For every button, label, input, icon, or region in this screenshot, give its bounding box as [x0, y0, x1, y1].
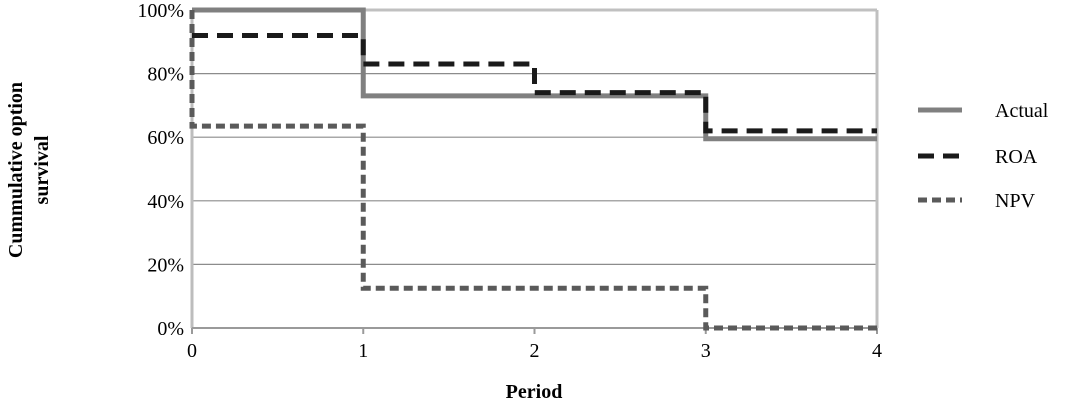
y-tick-label-2: 40%	[147, 191, 184, 213]
series-line-actual	[192, 7, 877, 142]
x-tick-label-4: 4	[872, 340, 882, 362]
x-tick-label-3: 3	[701, 340, 711, 362]
y-axis-title-line-1: Cummulative option	[5, 82, 27, 258]
y-tick-label-1: 20%	[147, 254, 184, 276]
series-line-roa	[192, 32, 877, 134]
y-tick-label-5: 100%	[137, 0, 184, 22]
tick-layer: 0% 20% 40% 60% 80% 100% 0 1 2 3 4	[137, 0, 882, 362]
series-layer	[189, 7, 877, 331]
legend-label-npv: NPV	[995, 190, 1036, 212]
y-tick-label-4: 80%	[147, 64, 184, 86]
axis-layer	[190, 8, 879, 334]
series-line-npv	[189, 10, 877, 331]
legend-label-actual: Actual	[995, 100, 1049, 122]
legend: Actual ROA NPV	[918, 100, 1049, 212]
y-tick-label-0: 0%	[157, 318, 184, 340]
x-tick-label-2: 2	[530, 340, 540, 362]
y-axis-title-line-2: survival	[31, 135, 53, 204]
x-tick-label-0: 0	[187, 340, 197, 362]
x-axis-title: Period	[506, 381, 563, 403]
grid-layer	[192, 9, 877, 329]
x-tick-label-1: 1	[358, 340, 368, 362]
y-tick-label-3: 60%	[147, 127, 184, 149]
legend-label-roa: ROA	[995, 146, 1038, 168]
